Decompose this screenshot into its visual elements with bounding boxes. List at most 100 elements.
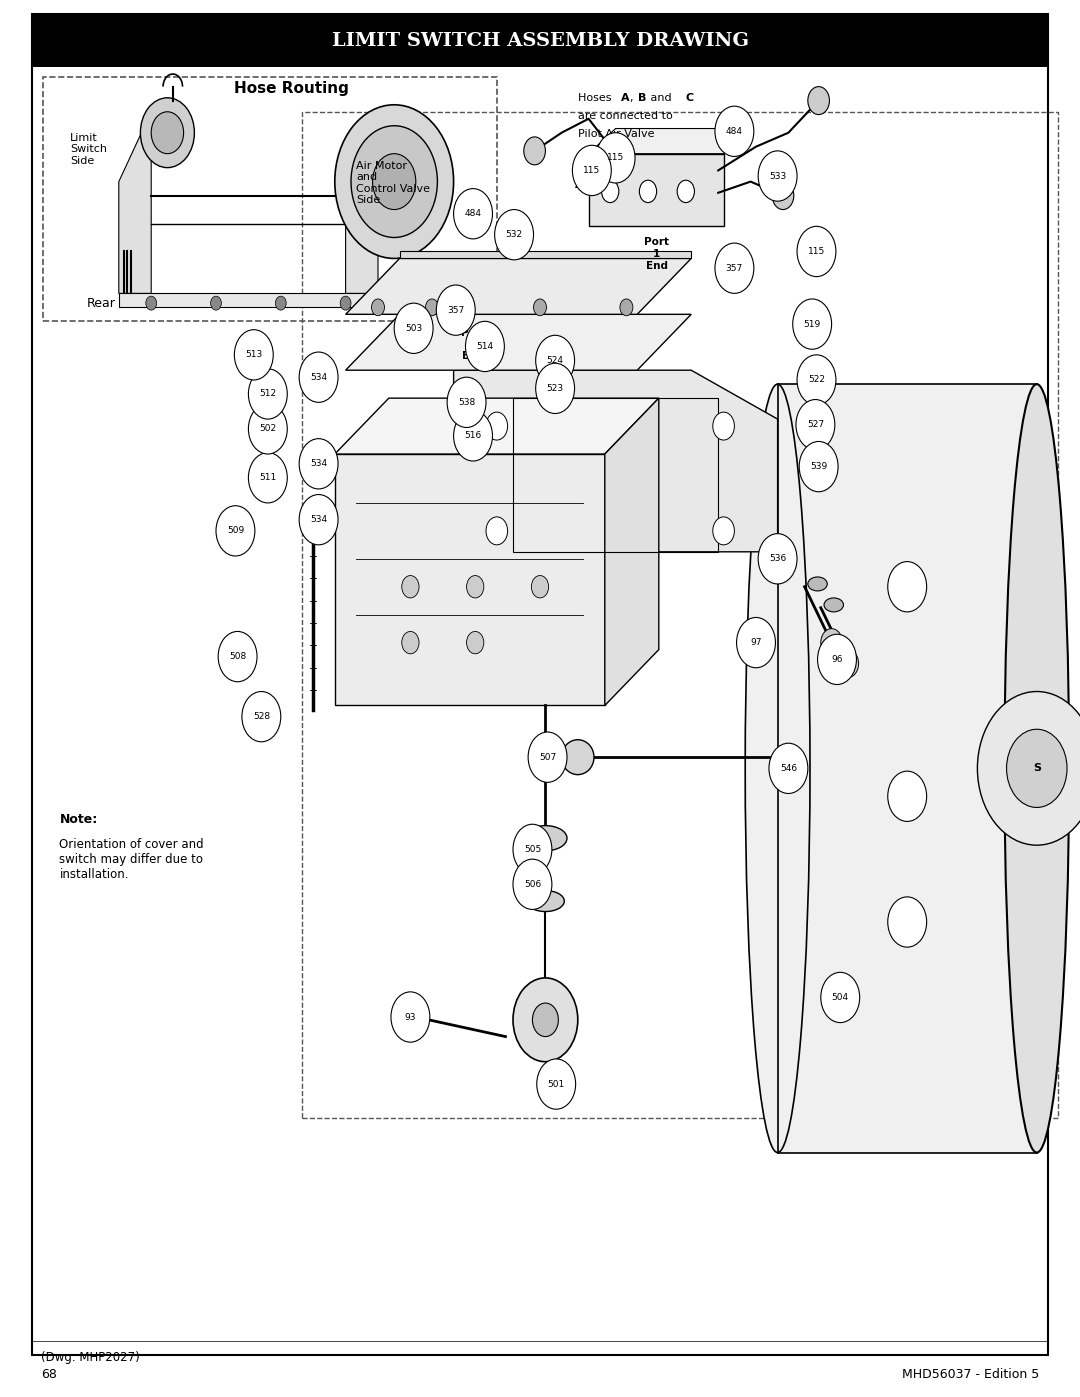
Text: Note:: Note: [59,813,97,826]
Text: C: C [686,92,694,103]
Circle shape [234,330,273,380]
Circle shape [837,650,859,678]
Circle shape [1007,729,1067,807]
Ellipse shape [824,598,843,612]
Ellipse shape [524,826,567,851]
Circle shape [299,352,338,402]
Circle shape [715,243,754,293]
Circle shape [299,495,338,545]
Text: and: and [647,92,675,103]
Text: 508: 508 [229,652,246,661]
Circle shape [513,859,552,909]
Text: 502: 502 [259,425,276,433]
Text: 115: 115 [583,166,600,175]
Text: Pilot Air Valve: Pilot Air Valve [578,129,654,140]
Text: 504: 504 [832,993,849,1002]
Text: 96: 96 [832,655,842,664]
Circle shape [821,629,842,657]
Circle shape [211,296,221,310]
Polygon shape [119,293,432,307]
Text: Rear: Rear [86,296,116,310]
Circle shape [513,978,578,1062]
Text: 524: 524 [546,356,564,365]
Circle shape [531,576,549,598]
Circle shape [713,412,734,440]
Circle shape [402,631,419,654]
FancyBboxPatch shape [778,384,1037,1153]
Text: Limit
Switch
Side: Limit Switch Side [70,133,107,166]
Circle shape [351,126,437,237]
Circle shape [216,506,255,556]
Text: Port
1
End: Port 1 End [644,237,670,271]
Text: MHD56037 - Edition 5: MHD56037 - Edition 5 [902,1368,1039,1382]
Text: Hoses: Hoses [578,92,615,103]
Circle shape [888,562,927,612]
Circle shape [536,363,575,414]
Circle shape [275,296,286,310]
Text: 512: 512 [259,390,276,398]
Circle shape [796,400,835,450]
Text: 511: 511 [259,474,276,482]
Circle shape [715,106,754,156]
Polygon shape [346,258,691,314]
Circle shape [467,576,484,598]
Text: A: A [621,92,630,103]
Circle shape [391,992,430,1042]
Circle shape [218,631,257,682]
Text: 516: 516 [464,432,482,440]
Text: 507: 507 [539,753,556,761]
Text: Hose Routing: Hose Routing [234,81,349,95]
Polygon shape [346,112,378,293]
Circle shape [335,105,454,258]
Circle shape [797,355,836,405]
Text: Orientation of cover and
switch may differ due to
installation.: Orientation of cover and switch may diff… [59,838,204,882]
Text: 115: 115 [808,247,825,256]
Polygon shape [400,251,691,258]
Circle shape [596,133,635,183]
FancyBboxPatch shape [589,154,724,226]
Circle shape [486,412,508,440]
Ellipse shape [1004,384,1069,1153]
FancyBboxPatch shape [335,454,605,705]
Circle shape [977,692,1080,845]
Text: 514: 514 [476,342,494,351]
Circle shape [1023,733,1044,761]
Circle shape [758,151,797,201]
Circle shape [534,299,546,316]
Circle shape [572,145,611,196]
Circle shape [793,299,832,349]
Ellipse shape [745,384,810,1153]
Circle shape [1032,754,1054,782]
Circle shape [299,439,338,489]
Text: B: B [638,92,647,103]
Text: 505: 505 [524,845,541,854]
Text: 528: 528 [253,712,270,721]
Circle shape [737,617,775,668]
Text: Air Motor
and
Control Valve
Side: Air Motor and Control Valve Side [356,161,431,205]
Text: 484: 484 [464,210,482,218]
Circle shape [1029,733,1051,761]
Text: 93: 93 [405,1013,416,1021]
Circle shape [758,534,797,584]
Text: 533: 533 [769,172,786,180]
Circle shape [808,87,829,115]
Polygon shape [119,112,151,293]
Text: 506: 506 [524,880,541,888]
Circle shape [242,692,281,742]
Circle shape [620,299,633,316]
Ellipse shape [562,740,594,774]
Text: C: C [477,214,488,228]
Text: 357: 357 [447,306,464,314]
Circle shape [140,98,194,168]
Text: 539: 539 [810,462,827,471]
Text: LIMIT SWITCH ASSEMBLY DRAWING: LIMIT SWITCH ASSEMBLY DRAWING [332,32,748,49]
Circle shape [454,189,492,239]
Text: (Dwg. MHP2027): (Dwg. MHP2027) [41,1351,139,1365]
Text: 534: 534 [310,515,327,524]
Circle shape [426,299,438,316]
Circle shape [248,404,287,454]
Circle shape [248,453,287,503]
Polygon shape [346,314,691,370]
Circle shape [248,369,287,419]
Text: 513: 513 [245,351,262,359]
